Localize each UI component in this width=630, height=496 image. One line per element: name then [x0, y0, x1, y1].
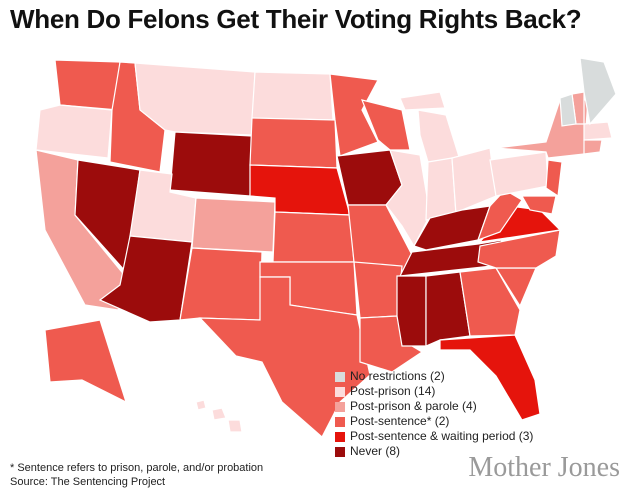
state — [439, 334, 541, 421]
state — [249, 117, 338, 169]
legend-swatch — [335, 417, 345, 427]
state — [361, 99, 411, 151]
state — [559, 93, 577, 127]
state — [272, 211, 355, 263]
legend-swatch — [335, 402, 345, 412]
state — [211, 407, 227, 421]
legend: No restrictions (2)Post-prison (14)Post-… — [335, 369, 533, 458]
legend-swatch — [335, 387, 345, 397]
state — [195, 399, 207, 411]
state — [35, 104, 113, 159]
state — [545, 159, 563, 198]
legend-swatch — [335, 432, 345, 442]
state — [477, 229, 561, 269]
us-map — [35, 57, 617, 438]
state — [425, 157, 457, 221]
state — [520, 195, 557, 215]
logo: Mother Jones — [468, 452, 620, 483]
legend-label: No restrictions (2) — [350, 369, 445, 383]
state — [396, 275, 427, 347]
state — [198, 276, 371, 438]
state — [329, 73, 379, 157]
legend-label: Post-prison (14) — [350, 384, 435, 398]
state — [583, 121, 613, 141]
state — [425, 271, 471, 347]
legend-label: Post-sentence & waiting period (3) — [350, 429, 533, 443]
state — [353, 261, 403, 319]
state — [169, 131, 253, 197]
state — [385, 149, 431, 248]
title: When Do Felons Get Their Voting Rights B… — [10, 4, 582, 34]
state — [251, 71, 334, 121]
state — [227, 419, 243, 433]
state — [179, 247, 263, 321]
legend-swatch — [335, 447, 345, 457]
state — [459, 267, 521, 337]
footnote: * Sentence refers to prison, parole, and… — [10, 462, 264, 474]
legend-swatch — [335, 372, 345, 382]
state — [417, 109, 461, 163]
state — [44, 319, 128, 404]
state — [583, 139, 603, 155]
legend-label: Post-prison & parole (4) — [350, 399, 477, 413]
state — [191, 197, 276, 253]
source: Source: The Sentencing Project — [10, 476, 166, 488]
legend-label: Post-sentence* (2) — [350, 414, 449, 428]
legend-label: Never (8) — [350, 444, 400, 458]
state — [451, 147, 497, 216]
state — [489, 151, 549, 197]
state — [399, 91, 446, 111]
state — [579, 57, 617, 126]
state — [54, 59, 121, 111]
